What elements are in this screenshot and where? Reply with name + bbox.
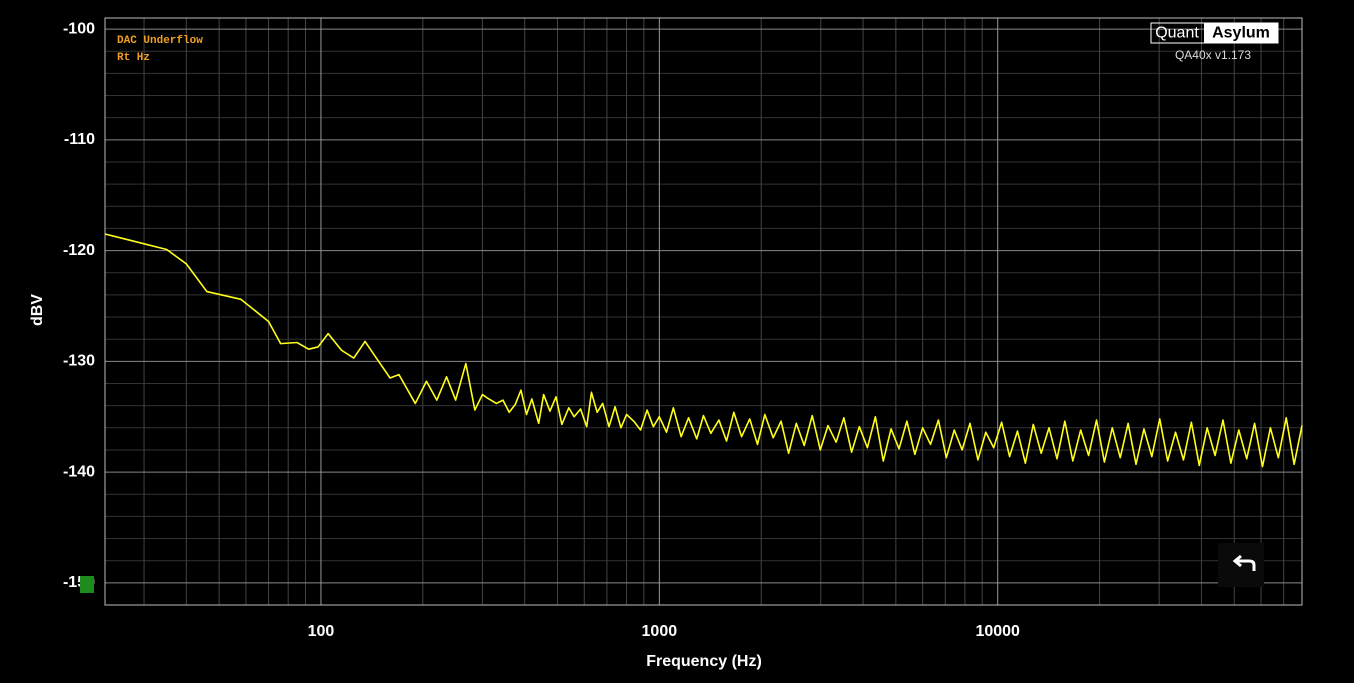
brand-right: Asylum [1212,25,1270,42]
status-icon[interactable] [80,576,94,593]
version: QA40x v1.173 [1175,48,1251,62]
y-tick-label: -100 [63,20,95,37]
x-axis-title: Frequency (Hz) [646,653,762,670]
y-tick-label: -130 [63,353,95,370]
series [104,233,1303,468]
x-tick-label: 1000 [642,623,678,640]
y-axis-title: dBV [29,294,46,326]
x-tick-label: 100 [308,623,335,640]
back-button[interactable] [1218,543,1264,587]
brand-fill [1204,23,1278,43]
annotation: DAC Underflow [117,35,203,47]
x-tick-label: 10000 [975,623,1020,640]
y-tick-label: -120 [63,242,95,259]
y-tick-label: -110 [64,131,95,148]
brand-left: Quant [1155,25,1199,42]
annotation: Rt Hz [117,52,150,64]
plot-border [104,17,1303,606]
back-icon[interactable] [1232,554,1256,571]
grid [105,18,1302,605]
y-tick-label: -140 [63,463,95,480]
series-line [104,233,1303,468]
